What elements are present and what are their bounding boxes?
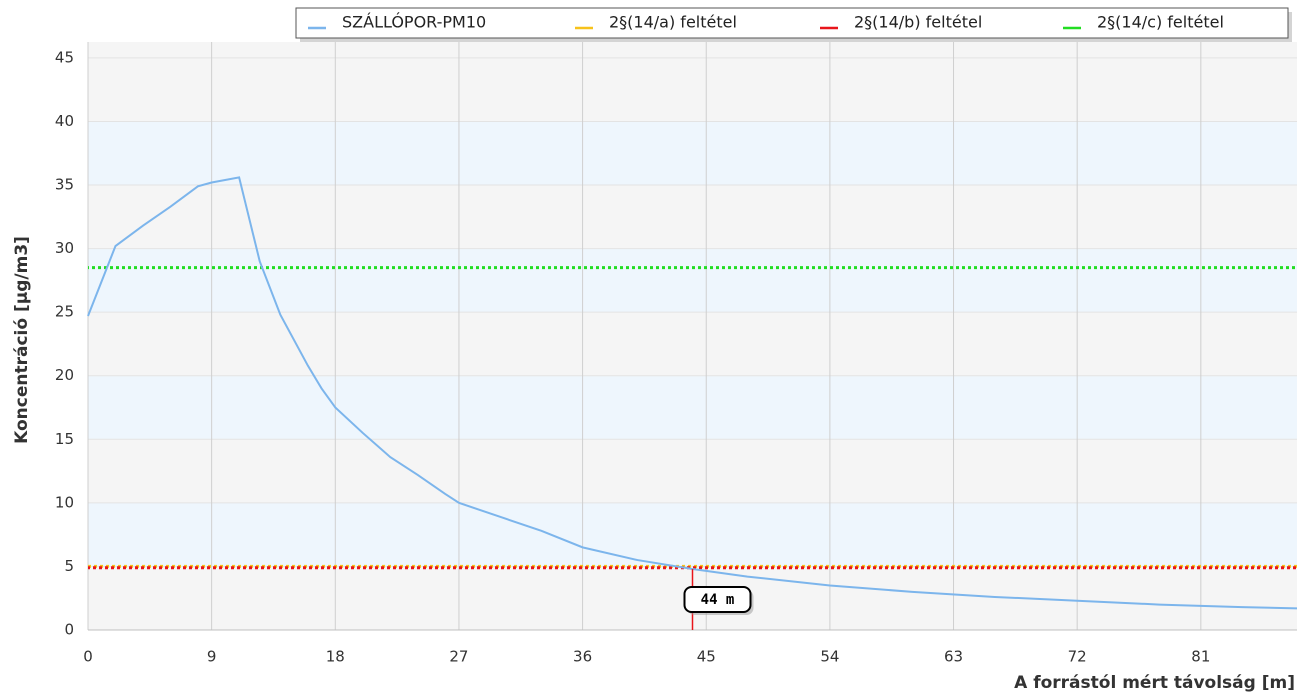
data-line bbox=[87, 176, 1297, 610]
y-tick-label: 40 bbox=[55, 112, 74, 130]
legend-label: 2§(14/a) feltétel bbox=[609, 13, 737, 32]
y-tick-label: 10 bbox=[55, 493, 74, 511]
x-tick-label: 27 bbox=[449, 648, 468, 666]
legend-label: 2§(14/b) feltétel bbox=[854, 13, 982, 32]
plot bbox=[87, 42, 1297, 631]
y-tick-label: 35 bbox=[55, 176, 74, 194]
x-tick-label: 45 bbox=[697, 648, 716, 666]
x-axis-title: A forrástól mért távolság [m] bbox=[1014, 673, 1295, 693]
y-tick-label: 15 bbox=[55, 430, 74, 448]
x-tick-label: 81 bbox=[1191, 648, 1210, 666]
y-tick-label: 45 bbox=[55, 48, 74, 66]
plot-band bbox=[88, 502, 1297, 567]
plot-band bbox=[88, 375, 1297, 440]
y-tick-label: 0 bbox=[64, 621, 74, 639]
y-tick-label: 25 bbox=[55, 303, 74, 321]
plot-band bbox=[88, 121, 1297, 186]
legend-label: SZÁLLÓPOR-PM10 bbox=[342, 13, 486, 32]
legend-label: 2§(14/c) feltétel bbox=[1097, 13, 1224, 32]
y-tick-label: 5 bbox=[64, 557, 74, 575]
y-tick-label: 20 bbox=[55, 366, 74, 384]
annotation-box bbox=[683, 586, 752, 613]
legend-box bbox=[295, 7, 1289, 39]
x-tick-label: 72 bbox=[1068, 648, 1087, 666]
y-axis-title: Koncentráció [µg/m3] bbox=[12, 236, 32, 444]
plot-band bbox=[88, 248, 1297, 313]
x-tick-label: 9 bbox=[207, 648, 217, 666]
y-tick-label: 30 bbox=[55, 239, 74, 257]
x-tick-label: 18 bbox=[326, 648, 345, 666]
x-tick-label: 54 bbox=[820, 648, 839, 666]
x-tick-label: 36 bbox=[573, 648, 592, 666]
x-tick-label: 0 bbox=[83, 648, 93, 666]
x-tick-label: 63 bbox=[944, 648, 963, 666]
annotation-label: 44 m bbox=[701, 592, 735, 608]
